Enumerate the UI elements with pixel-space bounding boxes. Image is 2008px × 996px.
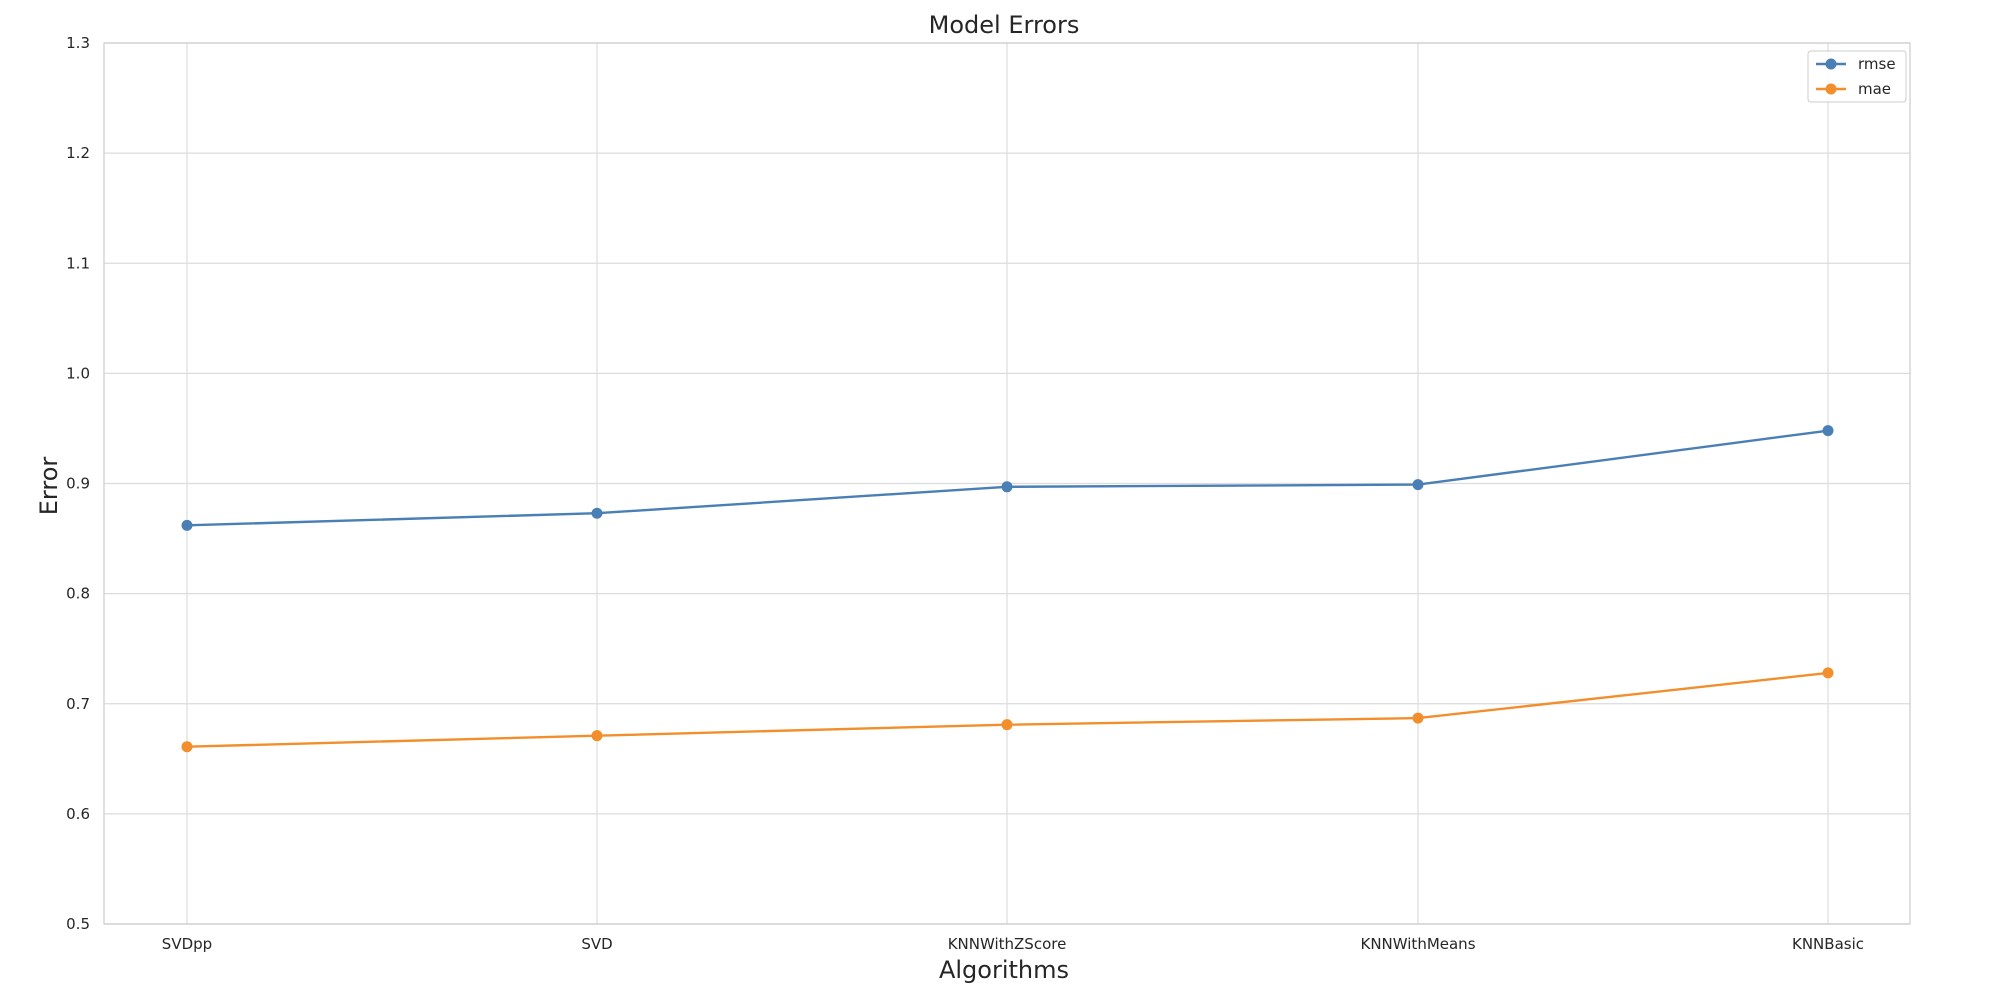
y-tick-label: 0.5 xyxy=(66,915,90,933)
x-axis-title: Algorithms xyxy=(939,956,1069,984)
series-lines xyxy=(181,425,1834,753)
x-tick-label: KNNWithMeans xyxy=(1360,935,1475,953)
x-tick-label: SVD xyxy=(581,935,612,953)
x-tick-label: KNNBasic xyxy=(1792,935,1864,953)
y-tick-label: 0.7 xyxy=(66,695,90,713)
y-tick-label: 0.8 xyxy=(66,585,90,603)
y-tick-label: 0.9 xyxy=(66,475,90,493)
y-tick-label: 1.3 xyxy=(66,34,90,52)
y-tick-label: 1.2 xyxy=(66,144,90,162)
y-axis-title: Error xyxy=(35,457,63,516)
x-tick-labels: SVDpp SVD KNNWithZScore KNNWithMeans KNNBasi… xyxy=(162,935,1864,953)
data-point-rmse xyxy=(591,507,603,519)
legend-marker-mae xyxy=(1825,83,1837,95)
y-tick-label: 1.1 xyxy=(66,254,90,272)
data-point-rmse xyxy=(181,519,193,531)
data-point-mae xyxy=(1822,667,1834,679)
x-tick-label: KNNWithZScore xyxy=(948,935,1067,953)
data-point-mae xyxy=(1001,719,1013,731)
data-point-rmse xyxy=(1412,479,1424,491)
legend: rmse mae xyxy=(1807,50,1907,103)
legend-label-mae: mae xyxy=(1858,80,1891,98)
y-tick-labels: 0.5 0.6 0.7 0.8 0.9 1.0 1.1 1.2 1.3 xyxy=(66,34,90,933)
data-point-mae xyxy=(1412,712,1424,724)
data-point-rmse xyxy=(1001,481,1013,493)
y-tick-label: 0.6 xyxy=(66,805,90,823)
data-point-mae xyxy=(591,730,603,742)
plot-area-frame xyxy=(103,42,1911,925)
data-point-mae xyxy=(181,741,193,753)
chart-title: Model Errors xyxy=(929,11,1080,39)
series-mae xyxy=(181,667,1834,753)
legend-label-rmse: rmse xyxy=(1858,55,1896,73)
data-point-rmse xyxy=(1822,425,1834,437)
series-rmse xyxy=(181,425,1834,531)
legend-marker-rmse xyxy=(1825,58,1837,70)
x-tick-label: SVDpp xyxy=(162,935,212,953)
y-tick-label: 1.0 xyxy=(66,364,90,382)
